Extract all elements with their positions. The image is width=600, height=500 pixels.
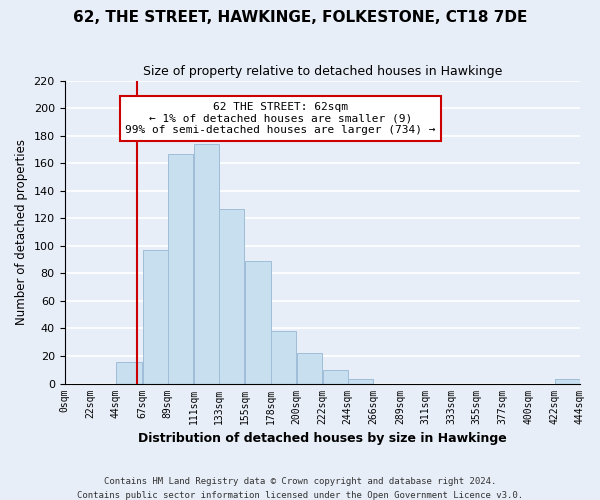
Bar (143, 250, 167, 384)
Text: Contains HM Land Registry data © Crown copyright and database right 2024.
Contai: Contains HM Land Registry data © Crown c… (77, 478, 523, 500)
Title: Size of property relative to detached houses in Hawkinge: Size of property relative to detached ho… (143, 65, 502, 78)
Bar (297, 354, 322, 384)
Bar (271, 331, 296, 384)
Y-axis label: Number of detached properties: Number of detached properties (15, 139, 28, 325)
Bar (245, 261, 271, 384)
Text: 62, THE STREET, HAWKINGE, FOLKESTONE, CT18 7DE: 62, THE STREET, HAWKINGE, FOLKESTONE, CT… (73, 10, 527, 25)
Bar (168, 154, 193, 384)
Bar (323, 370, 347, 384)
X-axis label: Distribution of detached houses by size in Hawkinge: Distribution of detached houses by size … (138, 432, 506, 445)
Bar (555, 380, 580, 384)
Bar (348, 380, 373, 384)
Bar (116, 362, 142, 384)
Text: 62 THE STREET: 62sqm
← 1% of detached houses are smaller (9)
99% of semi-detache: 62 THE STREET: 62sqm ← 1% of detached ho… (125, 102, 436, 135)
Bar (194, 144, 218, 384)
Bar (219, 208, 244, 384)
